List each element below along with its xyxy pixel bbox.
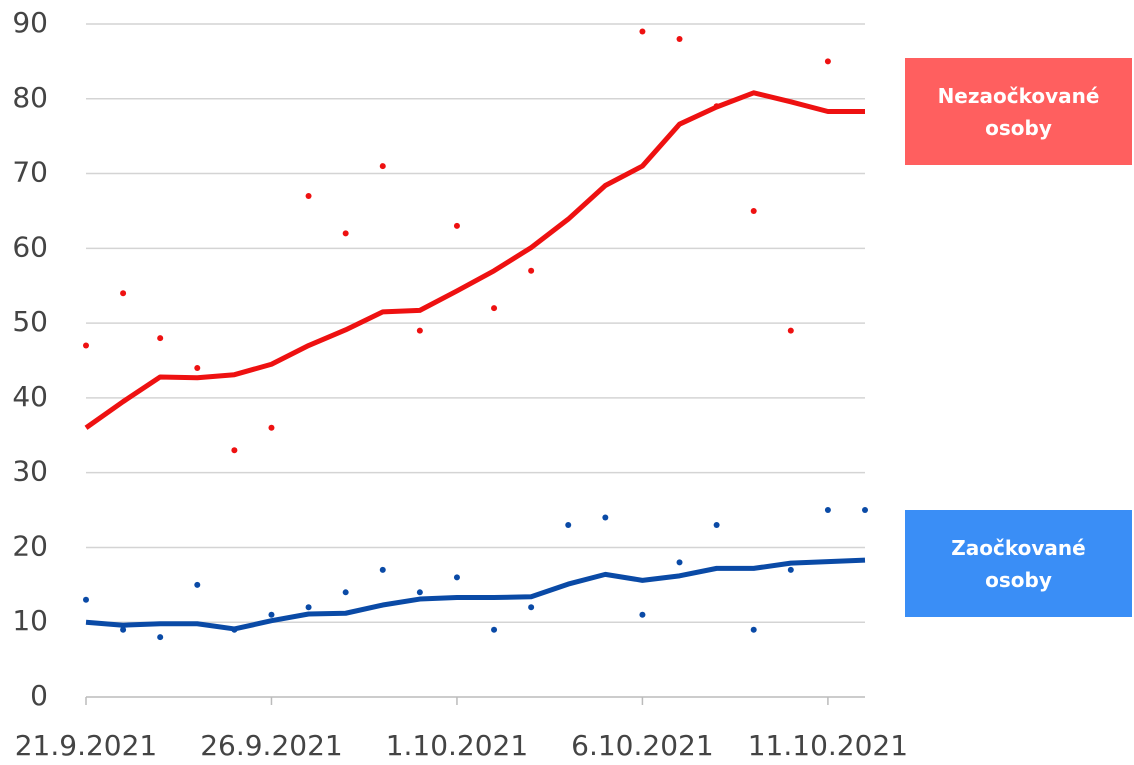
daily-point [268,611,275,618]
x-tick-label: 6.10.2021 [571,729,714,762]
daily-point [453,222,460,229]
y-tick-label: 70 [12,156,48,189]
daily-point [528,267,535,274]
daily-point [268,424,275,431]
daily-point [713,522,720,529]
daily-point [83,596,89,603]
daily-point [491,305,498,312]
daily-point [194,364,201,371]
daily-point [787,566,794,573]
daily-point [824,507,831,514]
legend-label: Zaočkované osoby [905,510,1132,617]
daily-point [750,626,757,633]
daily-point [824,58,831,65]
y-tick-label: 20 [12,529,48,562]
daily-point [602,514,609,521]
daily-point [639,28,646,35]
daily-point [528,604,535,611]
daily-point [787,327,794,334]
daily-point [231,447,238,454]
legend-label: Nezaočkované osoby [905,58,1132,165]
daily-point [676,559,683,566]
average-line [84,90,865,430]
daily-point [157,335,164,342]
y-tick-label: 60 [12,230,48,263]
y-tick-label: 40 [12,380,48,413]
y-tick-label: 90 [12,6,48,39]
y-tick-label: 10 [12,604,48,637]
daily-point [453,574,460,581]
y-tick-label: 50 [12,305,48,338]
daily-point [379,163,386,170]
x-tick-label: 26.9.2021 [200,729,343,762]
daily-point [157,634,164,641]
x-tick-label: 1.10.2021 [386,729,529,762]
daily-point [120,626,127,633]
daily-point [342,589,349,596]
daily-point [750,207,757,214]
y-tick-label: 80 [12,81,48,114]
daily-point [305,192,312,199]
daily-point [416,327,423,334]
daily-point [194,581,201,588]
average-line [85,557,866,632]
daily-point [565,522,572,529]
daily-point [639,611,646,618]
x-tick-label: 11.10.2021 [748,729,908,762]
daily-point [416,589,423,596]
daily-point [379,566,386,573]
y-tick-label: 0 [30,679,48,712]
daily-point [862,507,868,514]
y-tick-label: 30 [12,455,48,488]
daily-point [305,604,312,611]
daily-point [120,290,127,297]
x-tick-label: 21.9.2021 [15,729,158,762]
daily-point [83,342,89,349]
daily-point [491,626,498,633]
daily-point [342,230,349,237]
daily-point [676,35,683,42]
